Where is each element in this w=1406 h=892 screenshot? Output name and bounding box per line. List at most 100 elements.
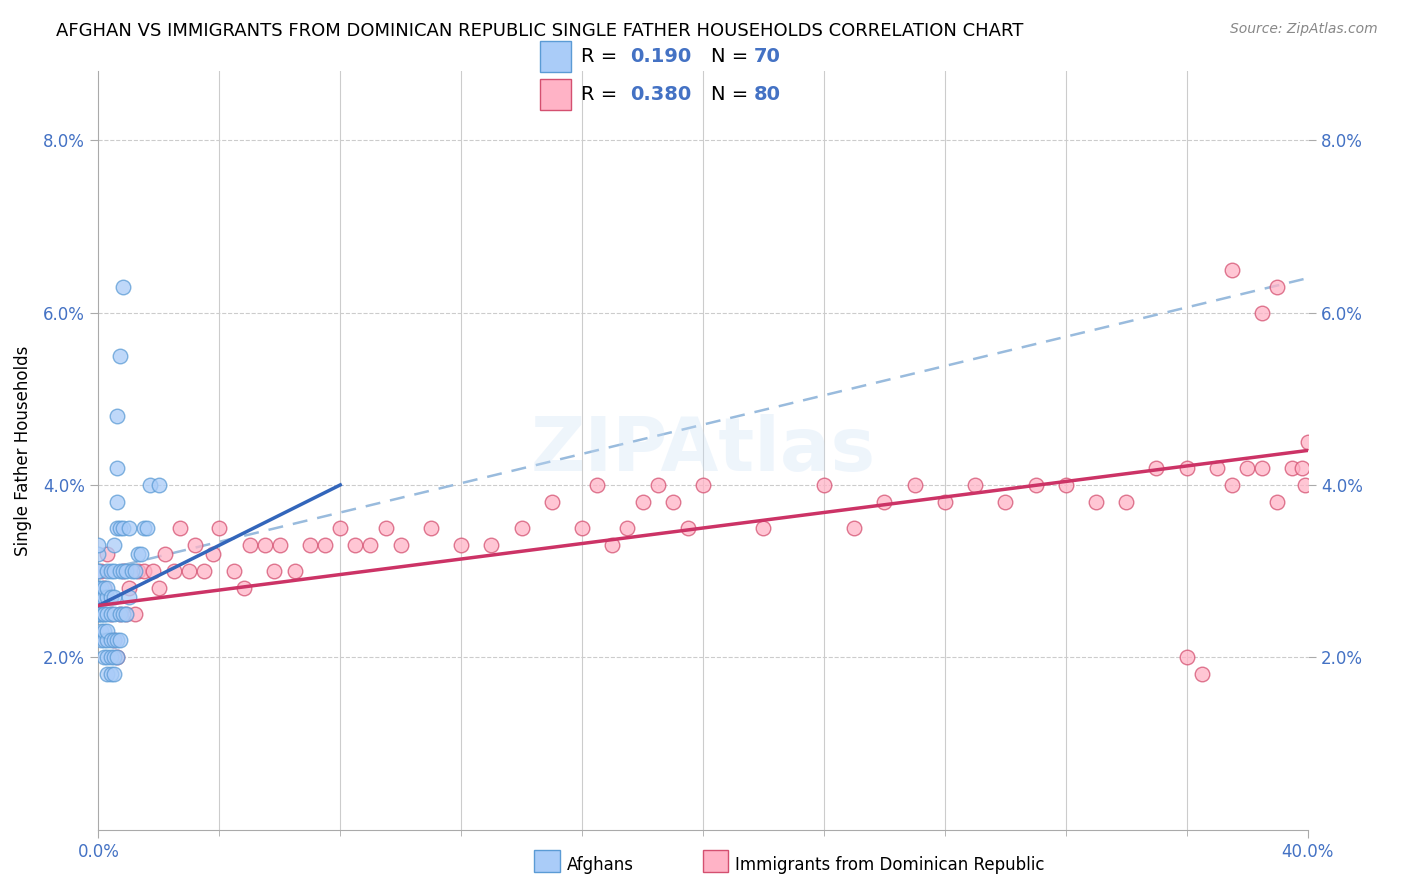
Text: N =: N = xyxy=(710,85,754,103)
Point xyxy=(1251,305,1274,319)
Point xyxy=(100,650,122,665)
Point xyxy=(965,478,987,492)
Point xyxy=(179,564,201,578)
Point xyxy=(360,538,382,552)
Point xyxy=(87,547,110,561)
Point xyxy=(163,564,186,578)
Point xyxy=(100,633,122,648)
Point xyxy=(93,607,115,622)
Point xyxy=(139,478,162,492)
Point xyxy=(124,564,146,578)
Point xyxy=(90,633,112,648)
Point xyxy=(1175,460,1198,475)
FancyBboxPatch shape xyxy=(540,79,571,110)
Point xyxy=(239,538,262,552)
Point xyxy=(90,624,112,639)
Point xyxy=(314,538,336,552)
Point xyxy=(93,590,115,604)
Point xyxy=(111,564,134,578)
Point xyxy=(87,582,110,596)
Point xyxy=(148,582,170,596)
Point xyxy=(1115,495,1137,509)
Text: Afghans: Afghans xyxy=(567,856,634,874)
Point xyxy=(105,521,128,535)
Point xyxy=(540,495,562,509)
Point xyxy=(232,582,254,596)
Point xyxy=(1220,478,1243,492)
Point xyxy=(93,633,115,648)
Text: Immigrants from Dominican Republic: Immigrants from Dominican Republic xyxy=(735,856,1045,874)
Point xyxy=(269,538,291,552)
Point xyxy=(676,521,699,535)
Point xyxy=(114,564,136,578)
Point xyxy=(127,564,149,578)
Point xyxy=(111,607,134,622)
Point xyxy=(90,607,112,622)
Text: 0.190: 0.190 xyxy=(630,47,692,66)
Point xyxy=(90,607,112,622)
Point xyxy=(108,607,131,622)
Point xyxy=(813,478,835,492)
Point xyxy=(169,521,191,535)
Point xyxy=(1191,667,1213,681)
Point xyxy=(1175,650,1198,665)
Point xyxy=(389,538,412,552)
Point xyxy=(96,590,118,604)
Point xyxy=(873,495,896,509)
Point xyxy=(87,564,110,578)
Point xyxy=(374,521,396,535)
Point xyxy=(103,607,125,622)
Point xyxy=(1206,460,1229,475)
Point xyxy=(96,633,118,648)
Point xyxy=(103,667,125,681)
Point xyxy=(87,538,110,552)
Point xyxy=(100,607,122,622)
Point xyxy=(263,564,285,578)
Point xyxy=(202,547,225,561)
Point xyxy=(1024,478,1046,492)
Text: 80: 80 xyxy=(754,85,780,103)
Point xyxy=(103,564,125,578)
Point xyxy=(1281,460,1303,475)
Point xyxy=(193,564,215,578)
Point xyxy=(96,624,118,639)
Text: 70: 70 xyxy=(754,47,780,66)
Point xyxy=(105,650,128,665)
Point xyxy=(93,582,115,596)
Point xyxy=(103,538,125,552)
Point xyxy=(105,409,128,423)
Point xyxy=(87,607,110,622)
Point xyxy=(904,478,927,492)
Point xyxy=(132,564,155,578)
Point xyxy=(121,564,143,578)
Point xyxy=(96,547,118,561)
Point xyxy=(1267,495,1289,509)
Point xyxy=(90,590,112,604)
Point xyxy=(571,521,593,535)
Point xyxy=(1296,434,1319,449)
Text: 0.380: 0.380 xyxy=(630,85,692,103)
Point xyxy=(344,538,367,552)
Point xyxy=(329,521,352,535)
Point xyxy=(1085,495,1108,509)
Point xyxy=(934,495,956,509)
Point xyxy=(96,650,118,665)
Y-axis label: Single Father Households: Single Father Households xyxy=(14,345,32,556)
Point xyxy=(111,279,134,293)
Point xyxy=(105,650,128,665)
Point xyxy=(96,667,118,681)
Point xyxy=(103,633,125,648)
Point xyxy=(299,538,322,552)
Point xyxy=(1054,478,1077,492)
Point xyxy=(184,538,207,552)
Point xyxy=(100,590,122,604)
Point xyxy=(1291,460,1313,475)
Point xyxy=(105,495,128,509)
Point xyxy=(692,478,714,492)
Point xyxy=(661,495,683,509)
Point xyxy=(103,633,125,648)
Text: N =: N = xyxy=(710,47,754,66)
Point xyxy=(87,582,110,596)
Point xyxy=(127,547,149,561)
Point xyxy=(96,607,118,622)
